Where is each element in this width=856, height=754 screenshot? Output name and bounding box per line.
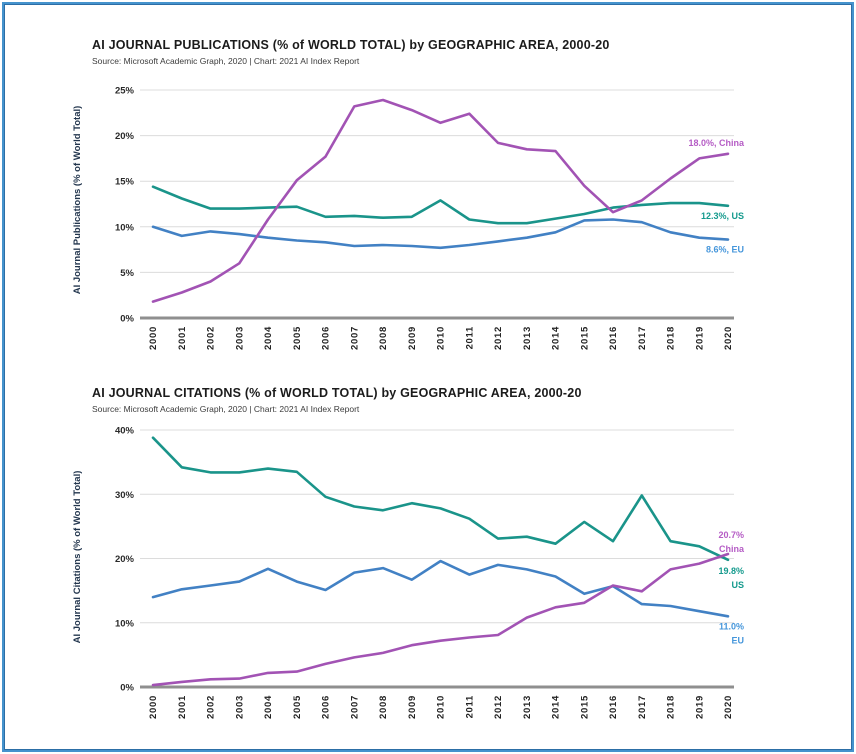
y-axis-tick-label: 20%: [115, 131, 135, 142]
series-line-eu: [151, 559, 730, 618]
series-end-label-us: 12.3%, US: [701, 211, 744, 221]
x-axis-tick-label: 2018: [666, 695, 677, 719]
x-axis-tick-label: 2014: [551, 326, 562, 350]
x-axis-tick-label: 2012: [493, 695, 504, 719]
series-line-us: [151, 436, 730, 562]
x-axis-tick-label: 2000: [148, 326, 159, 350]
series-line-china: [151, 98, 730, 303]
x-axis-tick-label: 2015: [579, 695, 590, 719]
x-axis-tick-label: 2017: [637, 695, 648, 719]
publications-line-chart: 0% 5% 10% 15% 20% 25% 2000 2001 2002 2003 2004 2005…: [72, 86, 745, 350]
x-axis-tick-label: 2003: [234, 695, 245, 719]
y-axis-title: AI Journal Publications (% of World Tota…: [72, 106, 83, 295]
x-axis-tick-label: 2009: [407, 326, 418, 350]
x-axis-tick-label: 2016: [608, 695, 619, 719]
series-end-label-china: 20.7%: [718, 530, 744, 540]
x-axis-tick-label: 2019: [694, 326, 705, 350]
series-end-label-eu: 11.0%: [719, 621, 744, 631]
series-line-us: [151, 185, 730, 225]
citations-chart-title: AI JOURNAL CITATIONS (% of WORLD TOTAL) …: [92, 386, 582, 400]
x-axis-tick-label: 2015: [579, 326, 590, 350]
x-axis-tick-label: 2002: [206, 326, 217, 350]
series-end-label-eu: EU: [731, 635, 744, 645]
series-end-label-china: China: [719, 544, 745, 554]
x-axis-tick-label: 2005: [292, 326, 303, 350]
x-axis-tick-label: 2017: [637, 326, 648, 350]
x-axis-tick-label: 2011: [464, 326, 475, 349]
x-axis-tick-label: 2013: [522, 326, 533, 350]
x-axis-tick-label: 2012: [493, 326, 504, 350]
x-axis-tick-label: 2001: [177, 695, 188, 719]
x-axis-tick-label: 2000: [148, 695, 159, 719]
y-axis-tick-label: 0%: [120, 314, 134, 325]
series-end-label-china: 18.0%, China: [688, 138, 745, 148]
y-axis-tick-label: 0%: [120, 683, 134, 694]
x-axis-tick-label: 2010: [436, 695, 447, 719]
y-axis-tick-label: 5%: [120, 268, 134, 279]
x-axis-tick-label: 2010: [436, 326, 447, 350]
x-axis-tick-label: 2005: [292, 695, 303, 719]
x-axis-tick-label: 2011: [464, 695, 475, 718]
x-axis-tick-label: 2003: [234, 326, 245, 350]
y-axis-tick-label: 40%: [115, 426, 135, 437]
publications-chart-source: Source: Microsoft Academic Graph, 2020 |…: [92, 56, 360, 66]
series-line-china: [151, 552, 730, 687]
series-end-label-eu: 8.6%, EU: [706, 245, 744, 255]
series-end-label-us: US: [731, 580, 744, 590]
x-axis-tick-label: 2020: [723, 326, 734, 350]
y-axis-tick-label: 10%: [115, 618, 135, 629]
x-axis-tick-label: 2004: [263, 695, 274, 719]
citations-chart-source: Source: Microsoft Academic Graph, 2020 |…: [92, 404, 360, 414]
citations-line-chart: 0% 10% 20% 30% 40% 2000 2001 2002 2003 2004 2005 20…: [72, 426, 745, 719]
publications-chart-title: AI JOURNAL PUBLICATIONS (% of WORLD TOTA…: [92, 38, 610, 52]
x-axis-tick-label: 2019: [694, 695, 705, 719]
x-axis-tick-label: 2016: [608, 326, 619, 350]
y-axis-tick-label: 30%: [115, 490, 135, 501]
x-axis-tick-label: 2001: [177, 326, 188, 350]
x-axis-tick-label: 2002: [206, 695, 217, 719]
x-axis-tick-label: 2006: [321, 695, 332, 719]
x-axis-tick-label: 2007: [349, 326, 360, 350]
x-axis-tick-label: 2008: [378, 326, 389, 350]
x-axis-tick-label: 2013: [522, 695, 533, 719]
y-axis-tick-label: 20%: [115, 554, 135, 565]
series-end-label-us: 19.8%: [718, 566, 744, 576]
y-axis-tick-label: 25%: [115, 86, 135, 97]
x-axis-tick-label: 2018: [666, 326, 677, 350]
x-axis-tick-label: 2006: [321, 326, 332, 350]
x-axis-tick-label: 2007: [349, 695, 360, 719]
x-axis-tick-label: 2008: [378, 695, 389, 719]
x-axis-tick-label: 2020: [723, 695, 734, 719]
y-axis-tick-label: 10%: [115, 222, 135, 233]
x-axis-tick-label: 2014: [551, 695, 562, 719]
y-axis-title: AI Journal Citations (% of World Total): [72, 471, 83, 644]
series-line-eu: [151, 218, 730, 250]
x-axis-tick-label: 2009: [407, 695, 418, 719]
x-axis-tick-label: 2004: [263, 326, 274, 350]
y-axis-tick-label: 15%: [115, 177, 135, 188]
